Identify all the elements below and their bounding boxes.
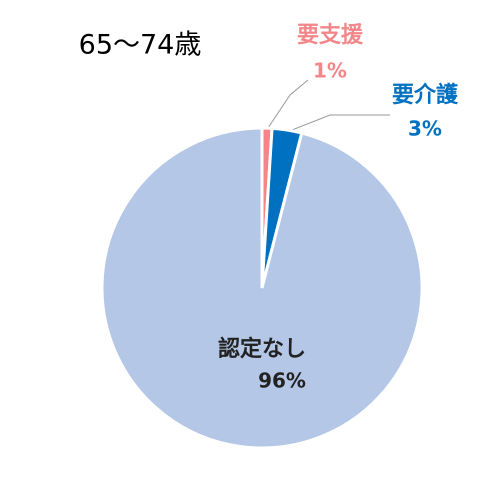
category-label: 認定なし xyxy=(218,336,306,362)
leader-line xyxy=(291,114,390,131)
category-label: 要介護 xyxy=(392,82,459,108)
value-label: 96% xyxy=(258,369,306,393)
pie-slice xyxy=(100,126,424,450)
leader-line xyxy=(267,79,309,129)
category-label: 要支援 xyxy=(297,23,364,48)
value-label: 3% xyxy=(408,117,442,141)
value-label: 1% xyxy=(313,59,347,83)
chart-title: 65～74歳 xyxy=(79,30,202,61)
